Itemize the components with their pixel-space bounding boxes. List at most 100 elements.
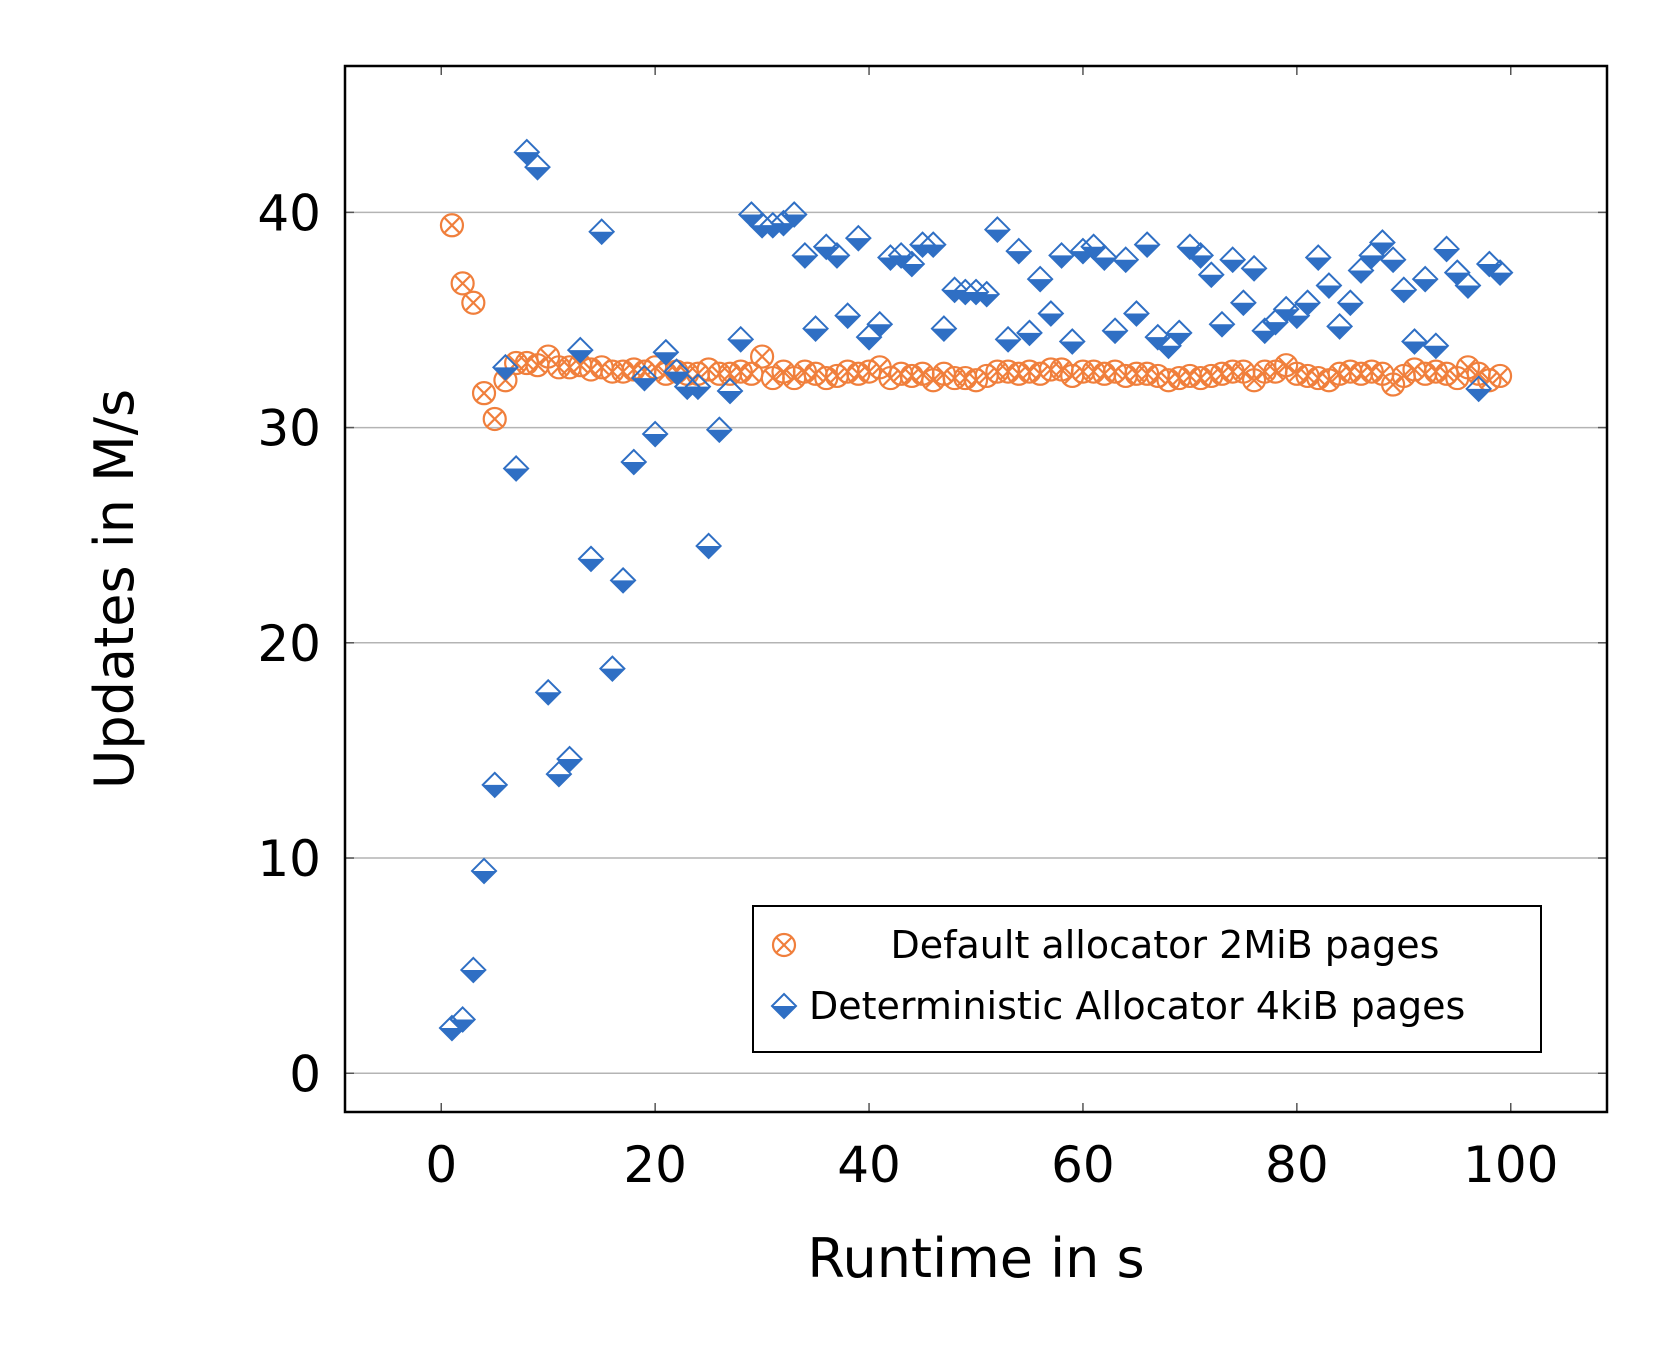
legend-label-deterministic-allocator: Deterministic Allocator 4kiB pages bbox=[809, 984, 1465, 1028]
x-tick-label: 100 bbox=[1463, 1136, 1558, 1194]
grid-lines bbox=[345, 211, 1607, 1075]
deterministic-allocator-point bbox=[1240, 254, 1268, 282]
deterministic-allocator-point bbox=[492, 353, 519, 381]
default-allocator-point bbox=[482, 406, 507, 432]
y-tick-label: 10 bbox=[257, 830, 321, 888]
deterministic-allocator-point bbox=[663, 358, 690, 386]
deterministic-allocator-point bbox=[1326, 313, 1354, 340]
legend: Default allocator 2MiB pages Determinist… bbox=[752, 905, 1542, 1053]
deterministic-allocator-point bbox=[1133, 231, 1161, 259]
default-allocator-point bbox=[750, 344, 775, 369]
deterministic-allocator-point bbox=[1229, 289, 1257, 317]
deterministic-allocator-point bbox=[1026, 265, 1054, 293]
deterministic-allocator-point bbox=[641, 420, 669, 448]
deterministic-allocator-point bbox=[588, 218, 616, 246]
deterministic-allocator-point bbox=[1368, 229, 1396, 256]
deterministic-allocator-point bbox=[823, 241, 851, 269]
deterministic-allocator-point bbox=[513, 138, 541, 166]
x-tick-label: 20 bbox=[623, 1136, 687, 1194]
y-axis-title: Updates in M/s bbox=[83, 389, 146, 789]
deterministic-allocator-point bbox=[705, 416, 733, 444]
y-tick-label: 30 bbox=[257, 400, 321, 458]
axis-ticks bbox=[345, 66, 1607, 1112]
deterministic-allocator-point bbox=[695, 532, 723, 560]
deterministic-allocator-point bbox=[449, 1006, 477, 1033]
deterministic-allocator-point bbox=[983, 216, 1011, 243]
deterministic-allocator-point bbox=[930, 315, 958, 342]
deterministic-allocator-point bbox=[1101, 317, 1129, 345]
x-axis-title: Runtime in s bbox=[807, 1227, 1144, 1290]
deterministic-allocator-point bbox=[866, 310, 894, 338]
deterministic-allocator-point bbox=[684, 373, 712, 401]
deterministic-allocator-point bbox=[556, 745, 584, 773]
deterministic-allocator-point bbox=[898, 250, 926, 278]
deterministic-allocator-point bbox=[1016, 319, 1043, 347]
legend-circle-x-marker bbox=[771, 932, 797, 958]
deterministic-allocator-point bbox=[1433, 235, 1460, 263]
deterministic-allocator-point bbox=[652, 338, 680, 366]
legend-label-default-allocator: Default allocator 2MiB pages bbox=[891, 923, 1440, 967]
deterministic-allocator-point bbox=[609, 566, 637, 594]
deterministic-allocator-point bbox=[1090, 244, 1118, 271]
deterministic-allocator-point bbox=[1315, 272, 1343, 299]
deterministic-allocator-point bbox=[1005, 237, 1033, 265]
deterministic-allocator-point bbox=[566, 336, 594, 364]
y-tick-label: 20 bbox=[257, 615, 321, 673]
deterministic-allocator-point bbox=[1219, 246, 1247, 274]
legend-marker-deterministic-allocator bbox=[770, 992, 798, 1020]
deterministic-allocator-point bbox=[481, 771, 509, 799]
deterministic-allocator-point bbox=[1208, 310, 1236, 338]
deterministic-allocator-point bbox=[1347, 257, 1375, 284]
default-allocator-point bbox=[471, 381, 497, 406]
deterministic-allocator-point bbox=[1037, 300, 1065, 327]
default-allocator-point bbox=[439, 213, 465, 238]
deterministic-allocator-point bbox=[844, 224, 872, 252]
deterministic-allocator-point bbox=[524, 153, 551, 181]
default-allocator-point bbox=[1487, 363, 1513, 389]
deterministic-allocator-point bbox=[1411, 265, 1439, 293]
deterministic-allocator-point bbox=[1379, 246, 1407, 274]
x-tick-label: 60 bbox=[1051, 1136, 1115, 1194]
deterministic-allocator-point bbox=[919, 231, 947, 259]
deterministic-allocator-point bbox=[1390, 276, 1418, 304]
deterministic-allocator-point bbox=[834, 302, 862, 330]
deterministic-allocator-point bbox=[459, 956, 487, 984]
x-tick-label: 0 bbox=[425, 1136, 457, 1194]
plot-area-frame bbox=[343, 64, 1609, 1114]
deterministic-allocator-point bbox=[1058, 328, 1086, 355]
deterministic-allocator-point bbox=[1336, 289, 1364, 317]
deterministic-allocator-point bbox=[973, 280, 1001, 308]
deterministic-allocator-point bbox=[1454, 272, 1482, 299]
deterministic-allocator-point bbox=[631, 364, 658, 392]
deterministic-allocator-point bbox=[1304, 244, 1332, 271]
default-allocator-point bbox=[1381, 372, 1406, 397]
y-tick-label: 40 bbox=[257, 184, 321, 242]
legend-box bbox=[752, 905, 1542, 1053]
deterministic-allocator-point bbox=[1197, 261, 1225, 289]
deterministic-allocator-point bbox=[727, 325, 755, 353]
deterministic-allocator-point bbox=[1465, 375, 1493, 403]
default-allocator-point bbox=[450, 271, 475, 296]
deterministic-allocator-point bbox=[1123, 300, 1150, 327]
deterministic-allocator-point bbox=[1422, 332, 1450, 360]
deterministic-allocator-point bbox=[470, 857, 498, 885]
deterministic-allocator-point bbox=[502, 455, 530, 482]
deterministic-allocator-point bbox=[802, 315, 829, 342]
deterministic-allocator-point bbox=[1187, 241, 1215, 269]
deterministic-allocator-point bbox=[994, 325, 1022, 353]
deterministic-allocator-point bbox=[598, 655, 626, 683]
deterministic-allocator-point bbox=[534, 678, 562, 706]
deterministic-allocator-point bbox=[577, 545, 605, 573]
data-markers bbox=[438, 138, 1514, 1042]
deterministic-allocator-point bbox=[545, 760, 573, 788]
y-tick-label: 0 bbox=[289, 1045, 321, 1103]
x-tick-labels: 0 20 40 60 80 100 bbox=[425, 1136, 1558, 1194]
deterministic-allocator-point bbox=[791, 241, 819, 269]
x-tick-label: 80 bbox=[1265, 1136, 1329, 1194]
default-allocator-point bbox=[461, 290, 486, 315]
deterministic-allocator-point bbox=[1294, 289, 1321, 317]
legend-marker-default-allocator bbox=[771, 932, 797, 958]
legend-half-diamond-marker bbox=[770, 992, 798, 1020]
